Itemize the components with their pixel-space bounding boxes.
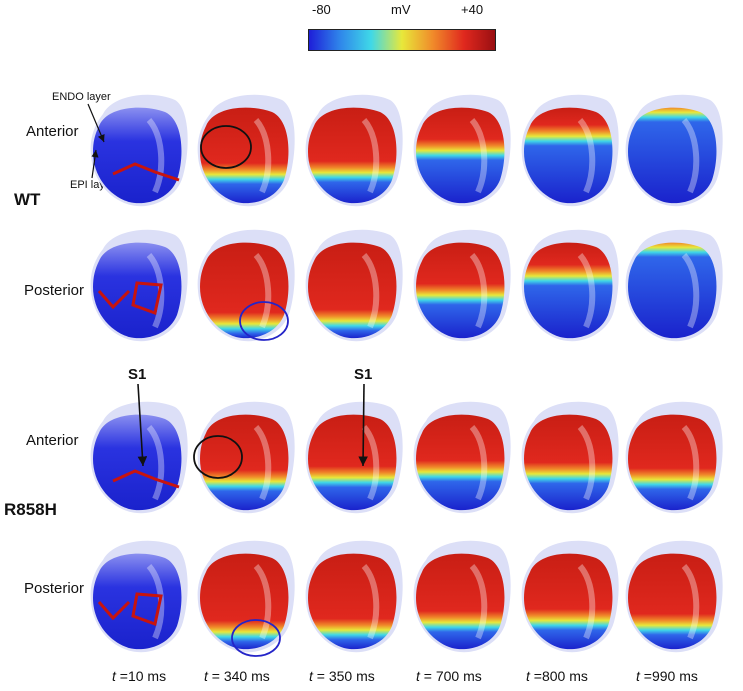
time-label-5: t =800 ms (526, 668, 588, 684)
time-value: =10 ms (115, 668, 167, 684)
heart-ventricle (93, 242, 182, 339)
heart-panel (90, 229, 188, 342)
row-label-wt-anterior: Anterior (26, 123, 79, 140)
heart-panel (521, 540, 619, 653)
time-value: =800 ms (529, 668, 588, 684)
colorbar-max-label: +40 (461, 2, 484, 17)
time-prefix: t (204, 668, 208, 684)
group-label-wt: WT (14, 190, 41, 209)
time-value: =990 ms (639, 668, 698, 684)
row-label-r858h-posterior: Posterior (24, 580, 85, 597)
heart-panel (413, 229, 511, 342)
heart-ventricle (93, 107, 182, 204)
endo-arrow (87, 103, 105, 143)
row-label-wt-posterior: Posterior (24, 282, 85, 299)
s1-line-second (358, 383, 368, 467)
group-label-r858h: R858H (4, 500, 57, 519)
heart-ventricle (524, 553, 613, 650)
heart-ventricle (524, 107, 613, 204)
heart-ventricle (416, 553, 505, 650)
heart-ventricle (308, 107, 397, 204)
heart-panel (521, 94, 619, 207)
heart-ventricle (416, 107, 505, 204)
row-label-r858h-anterior: Anterior (26, 432, 79, 449)
time-label-3: t = 350 ms (309, 668, 375, 684)
s1-line-first (137, 383, 148, 467)
heart-panel (413, 401, 511, 514)
time-label-1: t =10 ms (112, 668, 166, 684)
time-prefix: t (526, 668, 530, 684)
highlight-circle (193, 435, 243, 479)
heart-panel (305, 401, 403, 514)
heart-ventricle (200, 242, 289, 339)
time-prefix: t (112, 668, 116, 684)
voltage-colorbar (308, 29, 496, 51)
stimulus-tracing (97, 592, 163, 626)
heart-panel (305, 229, 403, 342)
heart-ventricle (200, 553, 289, 650)
stimulus-tracing (97, 281, 163, 315)
epi-arrow (91, 149, 99, 179)
highlight-circle (231, 619, 281, 657)
heart-ventricle (628, 242, 717, 339)
time-value: = 340 ms (207, 668, 270, 684)
stimulus-tracing (112, 162, 180, 182)
time-label-6: t =990 ms (636, 668, 698, 684)
time-label-4: t = 700 ms (416, 668, 482, 684)
heart-ventricle (628, 107, 717, 204)
heart-panel (413, 540, 511, 653)
heart-panel (197, 229, 295, 342)
heart-ventricle (416, 414, 505, 511)
time-value: = 350 ms (312, 668, 375, 684)
heart-ventricle (200, 414, 289, 511)
heart-ventricle (308, 414, 397, 511)
heart-panel (521, 401, 619, 514)
heart-panel (90, 540, 188, 653)
heart-ventricle (628, 553, 717, 650)
heart-ventricle (628, 414, 717, 511)
colorbar-unit-label: mV (391, 2, 411, 17)
time-label-2: t = 340 ms (204, 668, 270, 684)
heart-ventricle (524, 242, 613, 339)
heart-ventricle (93, 414, 182, 511)
highlight-circle (239, 301, 289, 341)
heart-ventricle (308, 553, 397, 650)
heart-ventricle (93, 553, 182, 650)
heart-ventricle (308, 242, 397, 339)
heart-panel (521, 229, 619, 342)
heart-panel (625, 540, 723, 653)
colorbar-min-label: -80 (312, 2, 331, 17)
s1-label-second: S1 (354, 366, 373, 383)
heart-panel (625, 229, 723, 342)
time-value: = 700 ms (419, 668, 482, 684)
heart-panel (305, 540, 403, 653)
heart-ventricle (200, 107, 289, 204)
s1-label-first: S1 (128, 366, 147, 383)
heart-panel (625, 94, 723, 207)
heart-panel (305, 94, 403, 207)
heart-ventricle (524, 414, 613, 511)
time-prefix: t (416, 668, 420, 684)
heart-panel (197, 401, 295, 514)
heart-panel (197, 94, 295, 207)
endo-layer-label: ENDO layer (52, 91, 111, 103)
heart-ventricle (416, 242, 505, 339)
time-prefix: t (309, 668, 313, 684)
time-prefix: t (636, 668, 640, 684)
stimulus-tracing (112, 469, 180, 489)
heart-panel (413, 94, 511, 207)
heart-panel (625, 401, 723, 514)
heart-panel (90, 94, 188, 207)
highlight-circle (200, 125, 252, 169)
